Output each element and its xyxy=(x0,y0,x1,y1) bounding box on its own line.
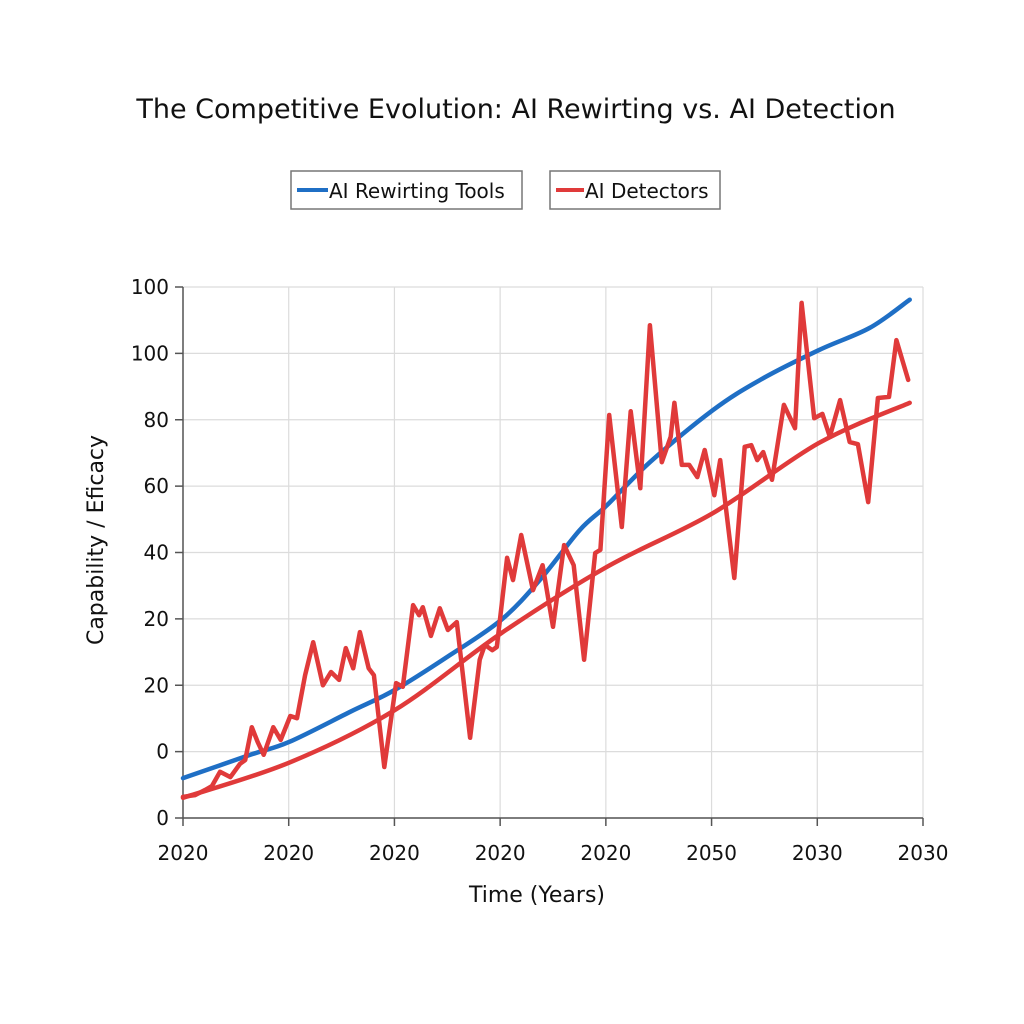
x-tick-label: 2030 xyxy=(898,841,949,865)
series-line-ai-rewriting-tools xyxy=(180,297,912,781)
legend: AI Rewirting Tools AI Detectors xyxy=(290,170,721,210)
y-tick-label: 100 xyxy=(131,341,169,365)
x-tick-label: 2020 xyxy=(475,841,526,865)
legend-label-rewriting: AI Rewirting Tools xyxy=(329,179,505,203)
legend-box-rewriting xyxy=(290,170,523,210)
x-tick-label: 2030 xyxy=(792,841,843,865)
trend-line-ai-detectors xyxy=(180,400,912,801)
legend-label-detectors: AI Detectors xyxy=(585,179,709,203)
x-tick-label: 2020 xyxy=(263,841,314,865)
y-tick-label: 0 xyxy=(156,740,169,764)
y-tick-label: 80 xyxy=(144,408,169,432)
x-axis-label: Time (Years) xyxy=(468,883,605,908)
y-tick-label: 20 xyxy=(144,673,169,697)
x-tick-label: 2020 xyxy=(580,841,631,865)
x-tick-label: 2050 xyxy=(686,841,737,865)
y-tick-label: 20 xyxy=(144,607,169,631)
y-tick-label: 60 xyxy=(144,474,169,498)
y-tick-label: 0 xyxy=(156,806,169,830)
axes xyxy=(175,286,924,826)
series-lines xyxy=(180,297,912,801)
y-tick-label: 40 xyxy=(144,541,169,565)
x-tick-label: 2020 xyxy=(158,841,209,865)
chart-title: The Competitive Evolution: AI Rewirting … xyxy=(135,94,895,125)
x-tick-label: 2020 xyxy=(369,841,420,865)
y-tick-label: 100 xyxy=(131,275,169,299)
series-line-ai-detectors xyxy=(180,300,911,800)
y-axis-label: Capability / Eficacy xyxy=(84,435,109,645)
